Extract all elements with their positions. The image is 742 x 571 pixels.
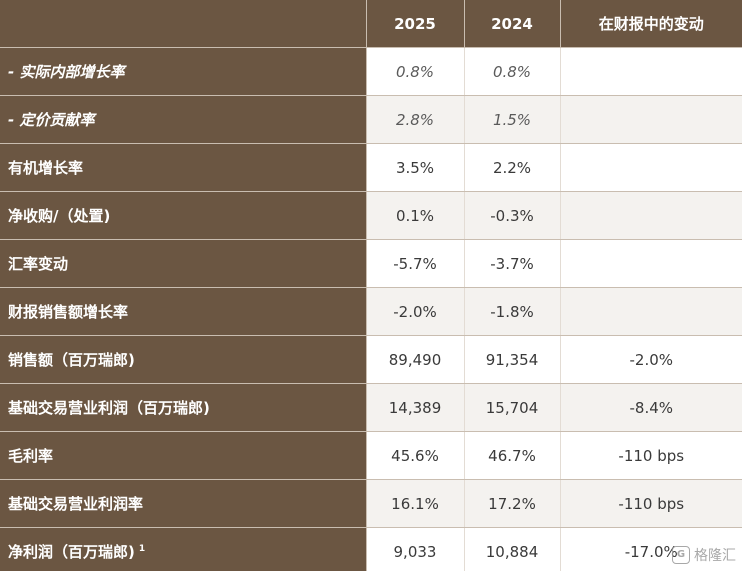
cell-2024: -3.7% xyxy=(464,239,561,288)
cell-change: -8.4% xyxy=(560,383,742,432)
cell-change xyxy=(560,95,742,144)
table-row: - 实际内部增长率 0.8% 0.8% xyxy=(0,47,742,96)
cell-2025: -5.7% xyxy=(366,239,465,288)
cell-2025: 2.8% xyxy=(366,95,465,144)
cell-2025: 16.1% xyxy=(366,479,465,528)
table-row: 有机增长率 3.5% 2.2% xyxy=(0,143,742,192)
row-label: 基础交易营业利润率 xyxy=(0,479,367,528)
table-row: 净收购/（处置) 0.1% -0.3% xyxy=(0,191,742,240)
cell-2025: 3.5% xyxy=(366,143,465,192)
watermark: G 格隆汇 xyxy=(672,545,736,565)
cell-change xyxy=(560,239,742,288)
cell-2024: 10,884 xyxy=(464,527,561,571)
gelonghui-logo-icon: G xyxy=(672,546,690,564)
cell-2025: 45.6% xyxy=(366,431,465,480)
header-2024: 2024 xyxy=(464,0,561,48)
cell-change xyxy=(560,143,742,192)
cell-2025: 0.8% xyxy=(366,47,465,96)
cell-2025: -2.0% xyxy=(366,287,465,336)
cell-2024: 0.8% xyxy=(464,47,561,96)
cell-change: -2.0% xyxy=(560,335,742,384)
table-row: 毛利率 45.6% 46.7% -110 bps xyxy=(0,431,742,480)
footnote-marker: 1 xyxy=(138,544,146,555)
table-row: 财报销售额增长率 -2.0% -1.8% xyxy=(0,287,742,336)
table-row: 基础交易营业利润（百万瑞郎) 14,389 15,704 -8.4% xyxy=(0,383,742,432)
row-label: 汇率变动 xyxy=(0,239,367,288)
header-2025: 2025 xyxy=(366,0,465,48)
row-label: 净收购/（处置) xyxy=(0,191,367,240)
cell-change xyxy=(560,287,742,336)
table-row: 汇率变动 -5.7% -3.7% xyxy=(0,239,742,288)
table-row: 销售额（百万瑞郎) 89,490 91,354 -2.0% xyxy=(0,335,742,384)
cell-2025: 89,490 xyxy=(366,335,465,384)
table-row: 基础交易营业利润率 16.1% 17.2% -110 bps xyxy=(0,479,742,528)
row-label: 基础交易营业利润（百万瑞郎) xyxy=(0,383,367,432)
cell-2024: 17.2% xyxy=(464,479,561,528)
row-label: 净利润（百万瑞郎) 1 xyxy=(0,527,367,571)
header-reported-change: 在财报中的变动 xyxy=(560,0,742,48)
cell-2025: 9,033 xyxy=(366,527,465,571)
row-label: - 实际内部增长率 xyxy=(0,47,367,96)
table-row: - 定价贡献率 2.8% 1.5% xyxy=(0,95,742,144)
cell-2024: 46.7% xyxy=(464,431,561,480)
cell-change: -17.0% xyxy=(560,527,742,571)
table-header-row: 2025 2024 在财报中的变动 xyxy=(0,0,742,48)
row-label: 财报销售额增长率 xyxy=(0,287,367,336)
cell-change xyxy=(560,47,742,96)
cell-change: -110 bps xyxy=(560,479,742,528)
cell-2024: 15,704 xyxy=(464,383,561,432)
cell-change xyxy=(560,191,742,240)
cell-2024: 1.5% xyxy=(464,95,561,144)
cell-2024: 2.2% xyxy=(464,143,561,192)
table-row: 净利润（百万瑞郎) 1 9,033 10,884 -17.0% xyxy=(0,527,742,571)
header-label-cell xyxy=(0,0,367,48)
row-label: 有机增长率 xyxy=(0,143,367,192)
cell-change: -110 bps xyxy=(560,431,742,480)
watermark-text: 格隆汇 xyxy=(694,548,736,564)
cell-2025: 0.1% xyxy=(366,191,465,240)
row-label: - 定价贡献率 xyxy=(0,95,367,144)
row-label: 毛利率 xyxy=(0,431,367,480)
row-label: 销售额（百万瑞郎) xyxy=(0,335,367,384)
table-body: - 实际内部增长率 0.8% 0.8% - 定价贡献率 2.8% 1.5% 有机… xyxy=(0,47,742,571)
cell-2024: -0.3% xyxy=(464,191,561,240)
cell-2024: -1.8% xyxy=(464,287,561,336)
cell-2025: 14,389 xyxy=(366,383,465,432)
cell-2024: 91,354 xyxy=(464,335,561,384)
